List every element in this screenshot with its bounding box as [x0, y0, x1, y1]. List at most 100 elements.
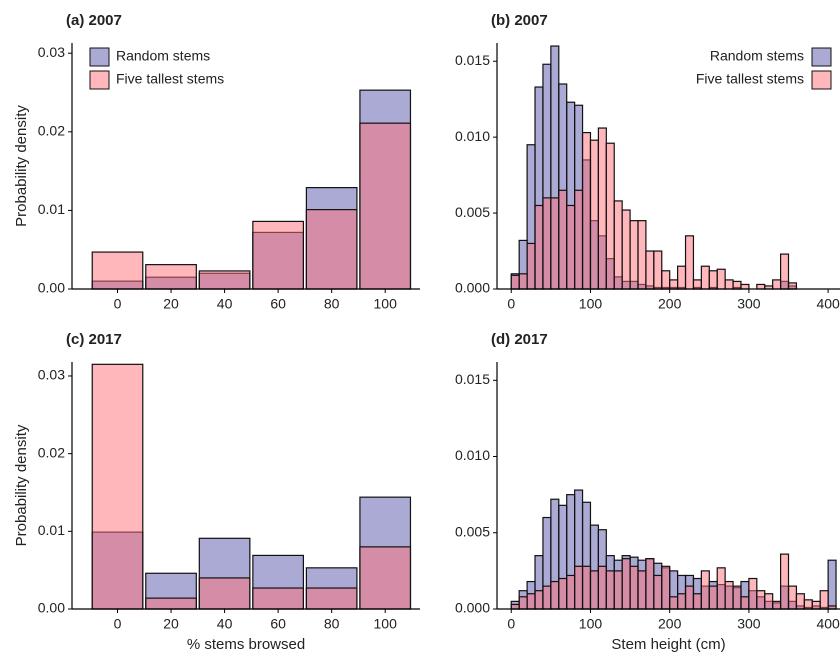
- y-tick-label: 0.01: [38, 522, 65, 538]
- bar: [613, 200, 623, 290]
- y-tick-label: 0.02: [38, 123, 65, 139]
- y-axis-label: Probability density: [13, 105, 30, 227]
- bar: [779, 253, 790, 290]
- bar: [661, 270, 671, 290]
- x-tick-label: 100: [374, 616, 398, 632]
- x-tick-label: 100: [374, 296, 398, 312]
- bar: [772, 600, 782, 610]
- bar: [748, 577, 758, 610]
- y-tick-label: 0.005: [455, 204, 490, 220]
- bar: [653, 574, 663, 610]
- legend-swatch: [89, 70, 110, 90]
- legend-label: Five tallest stems: [696, 71, 804, 87]
- bar: [91, 251, 144, 290]
- bar: [550, 580, 560, 610]
- bar: [669, 596, 679, 610]
- bar: [566, 204, 576, 290]
- bar: [91, 363, 144, 610]
- x-tick-label: 40: [217, 296, 233, 312]
- bar: [764, 593, 774, 610]
- bar: [510, 603, 520, 610]
- y-tick-label: 0.015: [455, 52, 490, 68]
- bar: [779, 553, 790, 610]
- bar: [756, 590, 766, 610]
- bar: [526, 242, 536, 290]
- bar: [716, 268, 726, 290]
- x-tick-label: 400: [816, 296, 840, 312]
- bar: [581, 131, 592, 290]
- bar: [589, 570, 599, 610]
- bar: [677, 593, 687, 610]
- bar: [597, 565, 607, 610]
- bar: [772, 279, 782, 290]
- bar: [692, 279, 702, 290]
- bar: [684, 235, 695, 290]
- bar: [740, 596, 750, 610]
- y-tick-label: 0.00: [38, 280, 65, 296]
- y-tick-label: 0.00: [38, 600, 65, 616]
- x-tick-label: 200: [658, 296, 682, 312]
- bar: [589, 139, 599, 290]
- x-tick-label: 300: [737, 296, 761, 312]
- bar: [787, 282, 798, 290]
- legend-label: Five tallest stems: [116, 71, 224, 87]
- panel-title: (a) 2007: [66, 12, 122, 29]
- bar: [692, 593, 702, 610]
- x-tick-label: 100: [579, 296, 603, 312]
- bar: [574, 189, 584, 290]
- bar: [305, 209, 358, 290]
- x-tick-label: 80: [324, 616, 340, 632]
- bar: [558, 189, 568, 290]
- bar: [708, 585, 718, 610]
- bar: [787, 585, 798, 610]
- x-tick-label: 60: [270, 296, 286, 312]
- y-tick-label: 0.03: [38, 44, 65, 60]
- bar: [550, 197, 560, 290]
- bar: [581, 565, 592, 610]
- bar: [526, 593, 536, 610]
- bar: [145, 264, 197, 290]
- bar: [198, 270, 251, 290]
- x-tick-label: 20: [163, 296, 179, 312]
- x-axis-label: % stems browsed: [187, 636, 305, 653]
- y-tick-label: 0.03: [38, 367, 65, 383]
- bar: [708, 270, 718, 290]
- x-tick-label: 0: [507, 296, 515, 312]
- bar: [724, 580, 734, 610]
- bar: [252, 220, 304, 290]
- bar: [597, 127, 607, 290]
- bar: [518, 596, 528, 610]
- bar: [669, 279, 679, 290]
- bar: [359, 546, 412, 610]
- legend-swatch: [811, 47, 832, 67]
- bar: [534, 204, 544, 290]
- bar: [252, 587, 304, 610]
- bar: [145, 597, 197, 610]
- bar: [740, 283, 750, 290]
- x-tick-label: 0: [507, 616, 515, 632]
- bar: [645, 250, 655, 290]
- panel-title: (c) 2017: [66, 331, 122, 348]
- bar: [510, 274, 520, 290]
- bar: [700, 265, 710, 290]
- x-tick-label: 0: [114, 296, 122, 312]
- bar: [566, 574, 576, 610]
- bar: [629, 565, 639, 610]
- bar: [803, 599, 813, 610]
- x-tick-label: 80: [324, 296, 340, 312]
- bar: [574, 565, 584, 610]
- bar: [645, 558, 655, 610]
- bar: [637, 220, 647, 290]
- bar: [732, 585, 742, 610]
- y-tick-label: 0.01: [38, 201, 65, 217]
- bar: [716, 567, 726, 610]
- bar: [724, 279, 734, 290]
- legend-label: Random stems: [116, 48, 210, 64]
- y-tick-label: 0.005: [455, 523, 490, 539]
- bar: [542, 197, 552, 290]
- bar: [684, 585, 695, 610]
- x-tick-label: 100: [579, 616, 603, 632]
- bar: [613, 570, 623, 610]
- y-axis-label: Probability density: [13, 424, 30, 546]
